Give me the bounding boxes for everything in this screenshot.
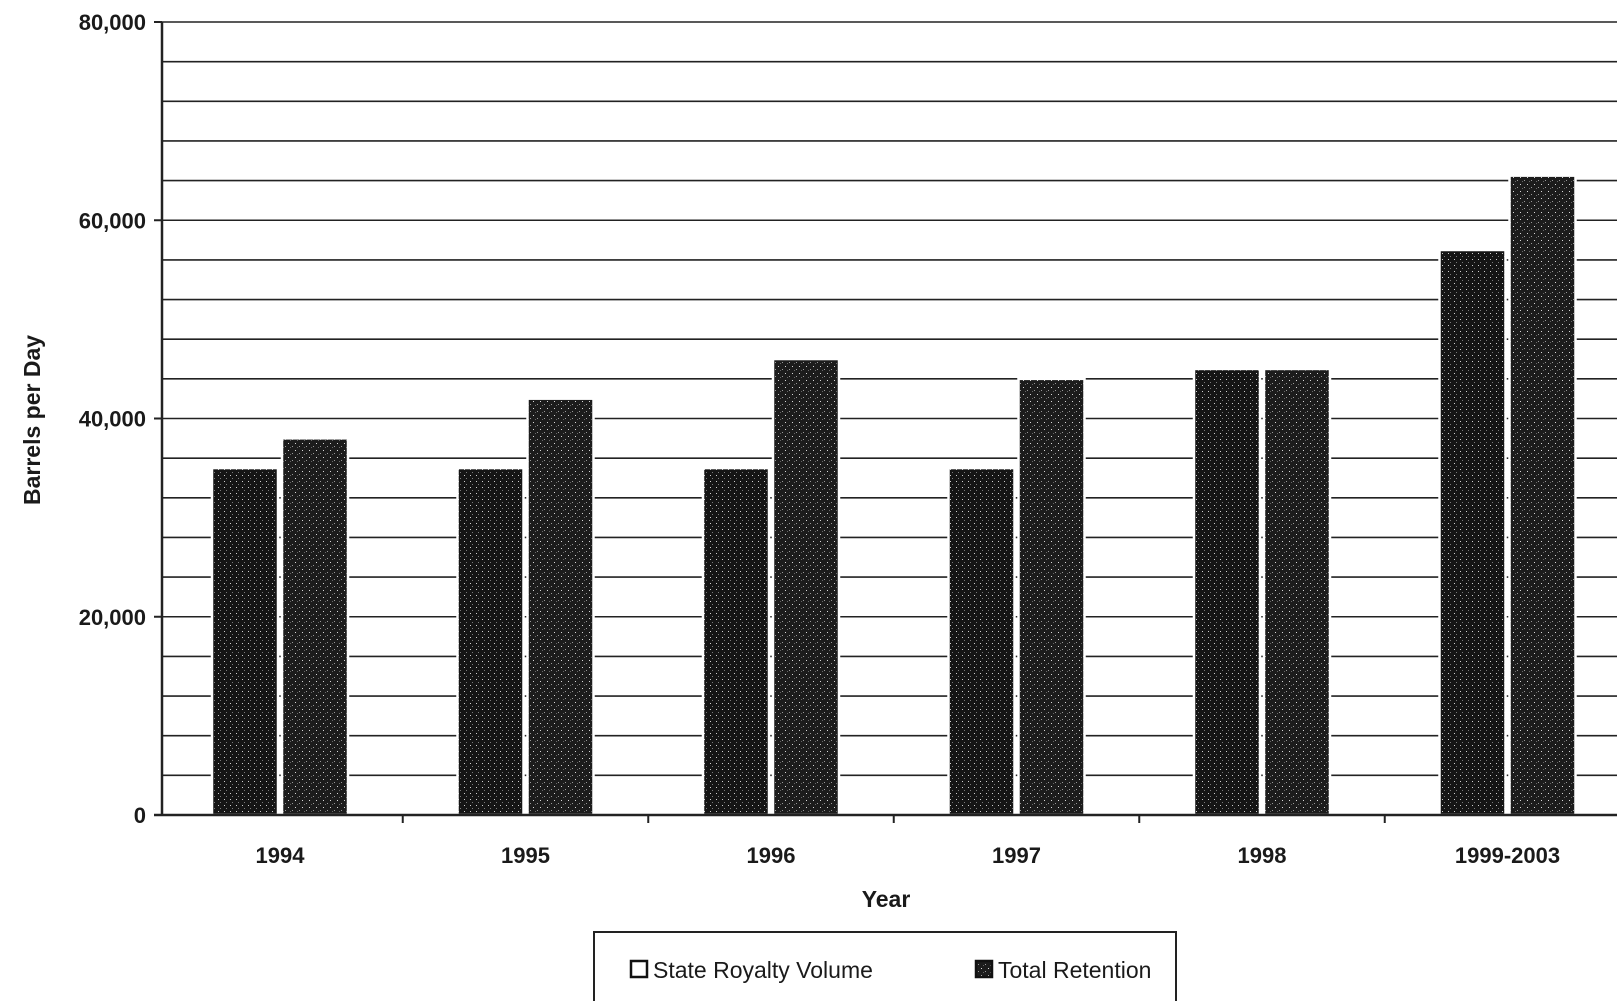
y-tick-label: 0 <box>134 803 146 828</box>
bar-total-retention-1999-2003 <box>1508 174 1577 817</box>
bar-total-retention-1994 <box>280 437 350 817</box>
y-tick-label: 80,000 <box>79 10 146 35</box>
bar-state-royalty-volume-1999-2003 <box>1438 248 1507 817</box>
x-tick-label: 1998 <box>1238 843 1287 868</box>
legend: State Royalty Volume Total Retention <box>593 931 1177 1001</box>
bar-state-royalty-volume-1998 <box>1192 367 1262 817</box>
y-tick-label: 40,000 <box>79 407 146 432</box>
bar-total-retention-1998 <box>1262 367 1332 817</box>
x-tick-label: 1994 <box>256 843 306 868</box>
legend-box <box>593 931 1177 1001</box>
x-tick-label: 1996 <box>747 843 796 868</box>
tick-labels: 1994 1995 1996 1997 1998 1999-2003 0 20,000 40,0… <box>79 10 1560 868</box>
bar-state-royalty-volume-1996 <box>701 466 771 817</box>
y-tick-label: 20,000 <box>79 605 146 630</box>
axes <box>154 21 1617 823</box>
bar-state-royalty-volume-1995 <box>456 466 525 817</box>
y-axis-title: Barrels per Day <box>19 335 45 505</box>
legend-swatch-state-royalty-volume <box>629 959 649 979</box>
y-tick-label: 60,000 <box>79 208 146 233</box>
x-tick-label: 1997 <box>992 843 1041 868</box>
bar-total-retention-1997 <box>1017 377 1086 817</box>
x-tick-label: 1999-2003 <box>1455 843 1560 868</box>
legend-label-state-royalty-volume: State Royalty Volume <box>653 957 873 983</box>
bar-total-retention-1995 <box>526 397 595 817</box>
bar-state-royalty-volume-1994 <box>210 466 280 817</box>
bar-total-retention-1996 <box>771 357 841 817</box>
bar-state-royalty-volume-1997 <box>947 466 1016 817</box>
gridlines <box>162 21 1617 777</box>
x-axis-title: Year <box>862 886 911 912</box>
legend-swatch-total-retention <box>974 959 994 979</box>
x-tick-label: 1995 <box>501 843 550 868</box>
legend-label-total-retention: Total Retention <box>998 957 1151 983</box>
bars <box>210 174 1577 817</box>
